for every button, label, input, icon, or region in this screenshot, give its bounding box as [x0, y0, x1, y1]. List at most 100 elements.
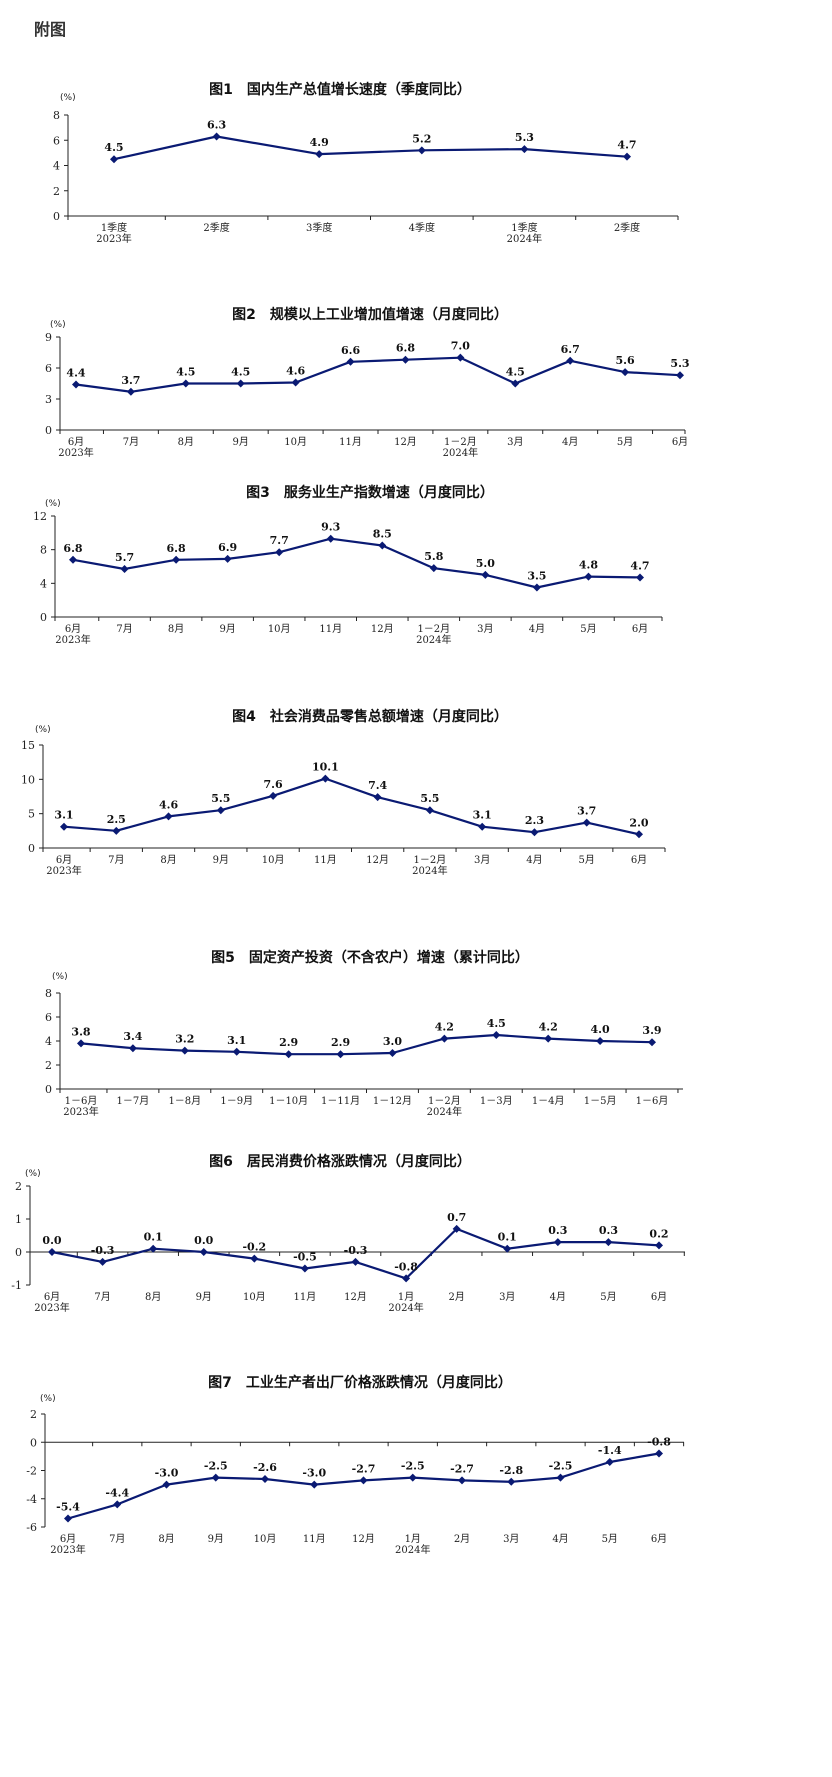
chart6-data-point [199, 1248, 208, 1256]
chart7-y-tick-label: -6 [26, 1521, 37, 1534]
chart6-category-label: 7月 [94, 1291, 110, 1303]
chart7-category-label: 8月 [158, 1533, 174, 1545]
chart1-category-label: 3季度 [306, 221, 332, 234]
chart6-data-label: -0.8 [394, 1260, 418, 1273]
chart5-data-label: 4.2 [435, 1021, 454, 1034]
chart7-data-label: -5.4 [56, 1501, 80, 1514]
chart6-data-label: 0.0 [194, 1234, 213, 1247]
chart1-data-label: 5.3 [515, 131, 534, 144]
chart4-category-label: 12月 [366, 854, 389, 866]
chart5-data-point [492, 1031, 501, 1039]
chart5-data-label: 3.2 [175, 1033, 194, 1046]
chart5-title: 图5 固定资产投资（不含农户）增速（累计同比） [211, 949, 529, 966]
chart5-category-label: 1－3月 [480, 1095, 513, 1107]
chart4-data-label: 2.3 [525, 814, 544, 827]
chart5-data-point [180, 1046, 189, 1055]
chart4-category-label: 1－2月 [414, 854, 447, 866]
chart1-data-point [623, 152, 631, 161]
chart3-data-label: 3.5 [527, 570, 546, 583]
chart2-data-label: 4.5 [231, 366, 250, 379]
chart2-category-label: 6月 [68, 436, 84, 448]
chart1-series-line [113, 135, 628, 161]
chart6-data-label: -0.2 [242, 1241, 266, 1254]
chart6-category-label: 6月 [651, 1291, 667, 1303]
chart6-category-label: 6月 [44, 1291, 60, 1303]
chart4-data-label: 3.1 [473, 809, 492, 822]
chart1-unit-label: (%) [60, 93, 76, 103]
chart4-data-point [164, 812, 173, 821]
chart3-title: 图3 服务业生产指数增速（月度同比） [246, 484, 494, 501]
chart1-data-point [315, 150, 324, 159]
chart2-data-label: 3.7 [121, 374, 140, 387]
chart4-data-label: 3.1 [54, 809, 73, 822]
chart6-category-label: 9月 [196, 1291, 212, 1303]
chart6-y-tick-label: 2 [15, 1180, 22, 1193]
chart3-data-point [326, 534, 335, 543]
chart2-data-point [621, 368, 630, 377]
chart7-category-label: 6月 [60, 1533, 76, 1545]
chart1-category-label: 2季度 [203, 221, 229, 234]
chart2-category-label: 8月 [178, 436, 194, 448]
chart3-data-label: 6.9 [218, 541, 237, 554]
chart4-year-label: 2023年 [46, 864, 81, 877]
chart7-data-label: -2.5 [204, 1460, 228, 1473]
chart1-y-tick-label: 2 [53, 185, 60, 198]
chart4-unit-label: (%) [35, 725, 51, 735]
chart4-category-label: 6月 [56, 854, 72, 866]
chart6-data-label: -0.3 [91, 1244, 115, 1257]
chart6-data-point [553, 1238, 562, 1247]
chart3-data-label: 8.5 [373, 527, 392, 540]
chart2-category-label: 6月 [672, 436, 688, 448]
chart6-y-tick-label: 1 [15, 1213, 22, 1226]
chart7-data-point [507, 1477, 516, 1486]
chart7-category-label: 11月 [303, 1533, 326, 1545]
chart5-data-point [648, 1038, 656, 1047]
chart2-data-label: 4.5 [176, 366, 195, 379]
chart4-category-label: 8月 [160, 854, 176, 866]
chart6-data-label: 0.3 [548, 1224, 567, 1237]
chart7-y-tick-label: -4 [26, 1493, 37, 1506]
chart2-data-point [566, 356, 575, 365]
chart3-data-label: 4.7 [630, 559, 649, 572]
chart7-data-point [408, 1473, 417, 1482]
chart5-data-point [388, 1049, 397, 1057]
chart4-data-label: 2.5 [107, 813, 126, 826]
chart4-data-label: 7.6 [264, 778, 283, 791]
chart7-category-label: 7月 [109, 1533, 125, 1545]
chart7-category-label: 10月 [254, 1533, 277, 1545]
chart4-category-label: 11月 [314, 854, 337, 866]
chart3-data-label: 5.8 [424, 550, 443, 563]
chart7-data-label: -3.0 [302, 1467, 326, 1480]
chart7-category-label: 3月 [503, 1533, 519, 1545]
chart6-data-point [250, 1254, 259, 1263]
chart5-year-label: 2024年 [427, 1105, 462, 1118]
chart4-data-label: 4.6 [159, 798, 178, 811]
chart3-data-label: 5.0 [476, 557, 495, 570]
chart2-data-label: 6.6 [341, 344, 360, 357]
chart4-y-tick-label: 5 [28, 808, 35, 821]
chart3-data-point [532, 583, 541, 592]
chart5-data-point [336, 1050, 345, 1059]
chart2-category-label: 7月 [123, 436, 139, 448]
chart4-data-point [216, 806, 225, 815]
chart5-y-tick-label: 4 [45, 1035, 52, 1048]
chart7-data-label: -4.4 [105, 1486, 129, 1499]
chart7-data-label: -2.8 [499, 1464, 523, 1477]
chart6-data-label: 0.3 [599, 1224, 618, 1237]
chart5-data-label: 4.2 [539, 1021, 558, 1034]
chart6-category-label: 4月 [550, 1291, 566, 1303]
chart7-data-point [359, 1476, 368, 1485]
chart3-data-label: 7.7 [270, 534, 289, 547]
chart7-title: 图7 工业生产者出厂价格涨跌情况（月度同比） [208, 1374, 512, 1391]
chart4-data-label: 5.5 [211, 792, 230, 805]
chart5-y-tick-label: 8 [45, 987, 52, 1000]
chart7-year-label: 2023年 [50, 1543, 85, 1556]
chart7-y-tick-label: 0 [30, 1436, 37, 1449]
chart6-category-label: 11月 [294, 1291, 317, 1303]
chart5-data-point [596, 1037, 605, 1045]
chart2-data-point [291, 378, 300, 387]
chart7-year-label: 2024年 [395, 1543, 430, 1556]
chart7-data-label: -2.6 [253, 1461, 277, 1474]
chart2-category-label: 5月 [617, 436, 633, 448]
chart6-category-label: 8月 [145, 1291, 161, 1303]
